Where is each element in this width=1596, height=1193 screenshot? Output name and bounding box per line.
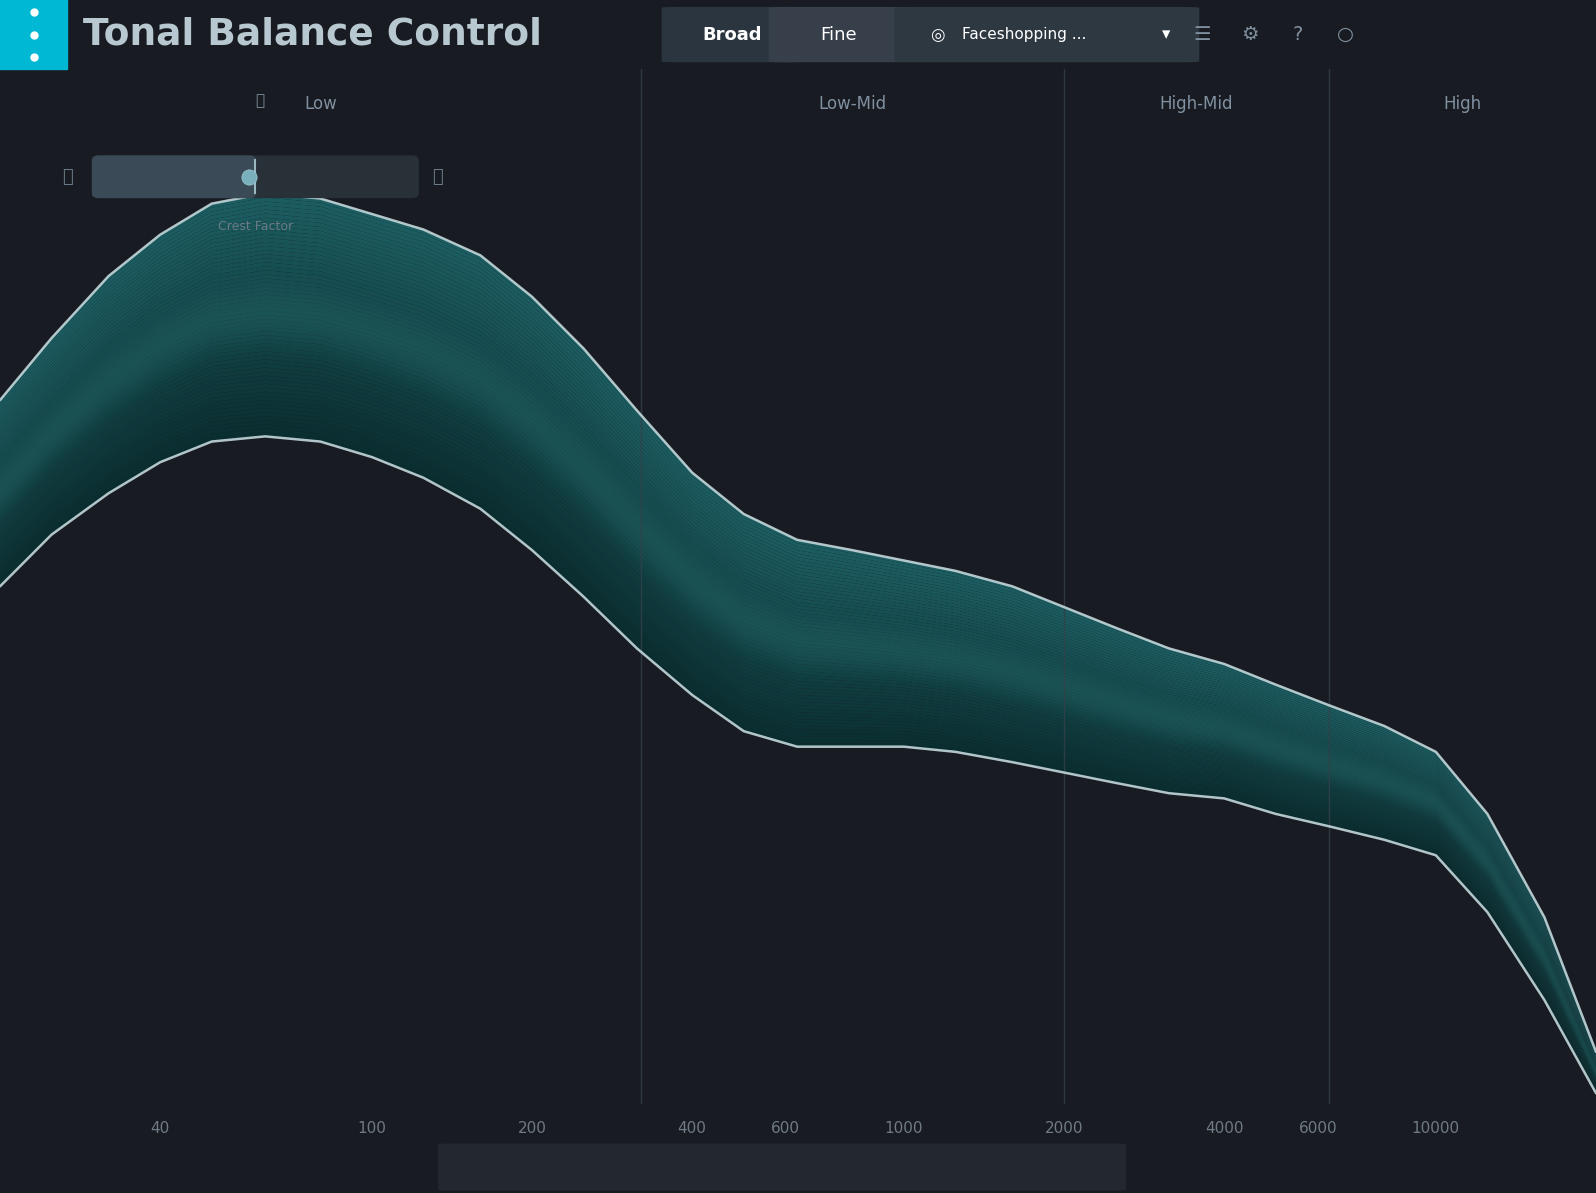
Text: ⦀: ⦀ — [62, 168, 72, 186]
FancyBboxPatch shape — [895, 7, 1199, 62]
Text: High-Mid: High-Mid — [1160, 95, 1234, 113]
Text: Crest Factor: Crest Factor — [217, 221, 294, 233]
Text: 100: 100 — [358, 1121, 386, 1136]
Bar — [0, 0, 67, 69]
Text: 40: 40 — [150, 1121, 169, 1136]
Text: 2000: 2000 — [1045, 1121, 1084, 1136]
FancyBboxPatch shape — [93, 156, 255, 198]
Text: 400: 400 — [678, 1121, 707, 1136]
Text: 600: 600 — [771, 1121, 800, 1136]
FancyBboxPatch shape — [769, 7, 908, 62]
Text: Low-Mid: Low-Mid — [819, 95, 886, 113]
Text: ▼: ▼ — [1084, 1161, 1093, 1174]
Text: Faceshopping ...: Faceshopping ... — [962, 27, 1087, 42]
Text: Select a source: Select a source — [689, 1160, 808, 1175]
Text: Ⓢ: Ⓢ — [255, 93, 265, 109]
Text: ◎: ◎ — [930, 25, 945, 44]
Text: ⦀: ⦀ — [433, 168, 442, 186]
Text: 4000: 4000 — [1205, 1121, 1243, 1136]
Text: ☰: ☰ — [1194, 25, 1210, 44]
Text: High: High — [1443, 95, 1481, 113]
Text: Broad: Broad — [702, 25, 761, 44]
FancyBboxPatch shape — [93, 156, 418, 198]
Text: 6000: 6000 — [1299, 1121, 1337, 1136]
FancyBboxPatch shape — [662, 7, 801, 62]
Text: Low: Low — [303, 95, 337, 113]
Text: Fine: Fine — [820, 25, 857, 44]
Text: ?: ? — [1293, 25, 1302, 44]
Text: 10000: 10000 — [1412, 1121, 1460, 1136]
Text: 1000: 1000 — [884, 1121, 922, 1136]
Text: 200: 200 — [517, 1121, 546, 1136]
Text: Tonal Balance Control: Tonal Balance Control — [83, 17, 543, 52]
FancyBboxPatch shape — [439, 1144, 1125, 1189]
Text: ⚙: ⚙ — [1242, 25, 1258, 44]
Text: ○: ○ — [1337, 25, 1353, 44]
Text: ▾: ▾ — [1162, 25, 1170, 44]
